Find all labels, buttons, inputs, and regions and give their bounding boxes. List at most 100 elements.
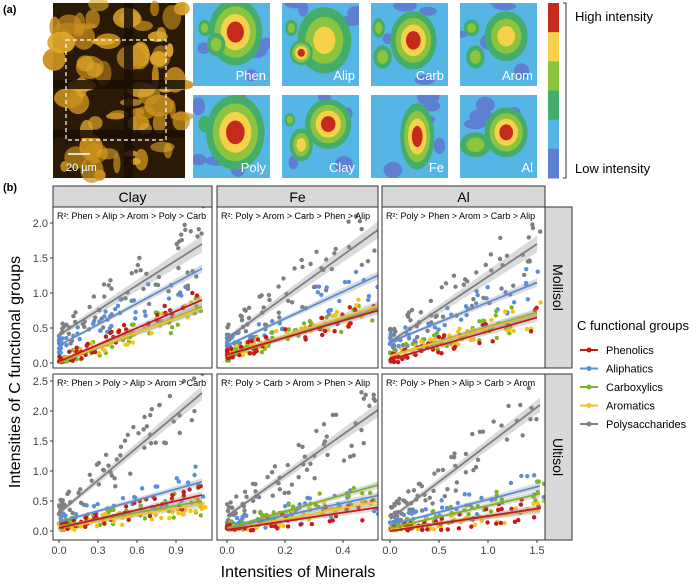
point-poly: [445, 486, 450, 492]
point-phen: [123, 327, 129, 332]
point-poly: [321, 422, 327, 427]
point-phen: [438, 527, 444, 533]
point-carb: [499, 497, 505, 502]
point-phen: [155, 312, 160, 318]
point-poly: [341, 458, 347, 463]
colorbar: [548, 2, 567, 179]
legend-item-carboxylics: Carboxylics: [580, 382, 663, 394]
point-alip: [133, 310, 138, 315]
point-poly: [234, 494, 239, 499]
point-alip: [133, 316, 138, 321]
point-poly: [276, 310, 281, 315]
legend-key-dot: [586, 421, 592, 427]
point-carb: [494, 335, 499, 341]
point-poly: [68, 341, 73, 346]
point-poly: [332, 251, 337, 256]
grid-bar: [53, 80, 185, 89]
point-poly: [436, 468, 441, 473]
point-phen: [319, 315, 325, 321]
point-poly: [452, 451, 457, 456]
point-poly: [109, 473, 115, 478]
strip-label: Clay: [118, 189, 146, 205]
point-phen: [65, 526, 70, 531]
point-carb: [269, 330, 275, 335]
point-phen: [263, 335, 269, 340]
point-poly: [269, 469, 275, 475]
point-arom: [507, 326, 512, 332]
point-carb: [260, 512, 265, 518]
point-poly: [178, 232, 184, 237]
point-carb: [477, 319, 482, 324]
point-poly: [474, 270, 479, 275]
point-poly: [443, 281, 449, 286]
point-poly: [282, 490, 287, 496]
point-poly: [409, 307, 415, 313]
point-alip: [90, 321, 96, 327]
mineral-patch: [130, 107, 145, 117]
r2-annotation: R²: Phen > Alip > Arom > Poly > Carb: [57, 211, 206, 221]
point-phen: [275, 526, 280, 531]
point-carb: [111, 507, 116, 513]
point-poly: [333, 246, 338, 252]
point-poly: [499, 423, 504, 428]
legend-item-aliphatics: Aliphatics: [580, 364, 654, 376]
point-phen: [123, 504, 129, 509]
strip-al: Al: [381, 185, 546, 208]
point-poly: [451, 273, 457, 278]
mineral-patch: [60, 161, 69, 172]
point-alip: [95, 502, 100, 507]
point-carb: [346, 494, 352, 499]
point-arom: [431, 526, 436, 532]
point-phen: [247, 351, 252, 356]
point-alip: [91, 504, 97, 509]
intensity-map-alip: Alip: [282, 3, 359, 86]
point-carb: [410, 341, 416, 347]
point-poly: [229, 505, 235, 510]
point-poly: [137, 255, 142, 261]
point-carb: [171, 515, 176, 520]
point-poly: [289, 482, 295, 487]
point-carb: [228, 519, 233, 524]
point-phen: [190, 290, 195, 296]
point-poly: [406, 489, 411, 494]
point-alip: [348, 488, 353, 493]
point-poly: [361, 396, 367, 401]
point-phen: [452, 344, 458, 350]
mineral-patch: [162, 4, 182, 30]
point-carb: [301, 321, 307, 326]
point-carb: [175, 322, 180, 327]
point-poly: [387, 327, 393, 333]
fit-line-poly: [58, 392, 203, 514]
point-poly: [471, 296, 476, 302]
fit-line-alip: [226, 494, 378, 529]
point-poly: [304, 467, 310, 472]
point-poly: [439, 285, 444, 290]
fit-line-phen: [389, 507, 541, 532]
point-poly: [286, 490, 291, 495]
point-poly: [128, 471, 133, 476]
point-poly: [153, 440, 158, 445]
point-poly: [308, 261, 313, 267]
point-poly: [101, 282, 107, 287]
point-phen: [360, 518, 365, 523]
point-arom: [541, 498, 545, 503]
x-tick-label: 0.5: [431, 545, 446, 557]
point-poly: [246, 305, 252, 311]
point-poly: [363, 392, 368, 398]
point-alip: [58, 350, 63, 355]
y-tick-label: 0.5: [33, 496, 48, 508]
r2-annotation: R²: Phen > Poly > Alip > Arom > Carb: [57, 378, 206, 388]
point-arom: [234, 343, 239, 349]
point-poly: [113, 484, 118, 489]
fit-line-arom: [226, 500, 378, 531]
x-tick-label: 0.3: [90, 545, 105, 557]
y-tick-label: 1.0: [33, 288, 48, 300]
point-arom: [538, 300, 543, 305]
point-phen: [169, 496, 175, 501]
point-poly: [250, 498, 256, 503]
map-label: Clay: [329, 160, 356, 175]
point-poly: [135, 262, 141, 268]
plot-border: [52, 206, 213, 369]
point-poly: [281, 276, 286, 281]
point-poly: [65, 491, 70, 497]
